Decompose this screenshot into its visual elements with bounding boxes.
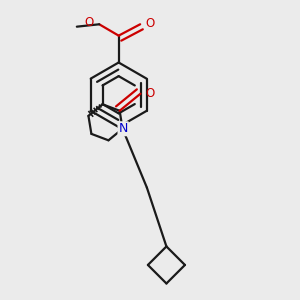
Text: O: O <box>146 87 155 100</box>
Text: N: N <box>118 122 128 135</box>
Text: O: O <box>85 16 94 29</box>
Text: O: O <box>146 17 155 30</box>
